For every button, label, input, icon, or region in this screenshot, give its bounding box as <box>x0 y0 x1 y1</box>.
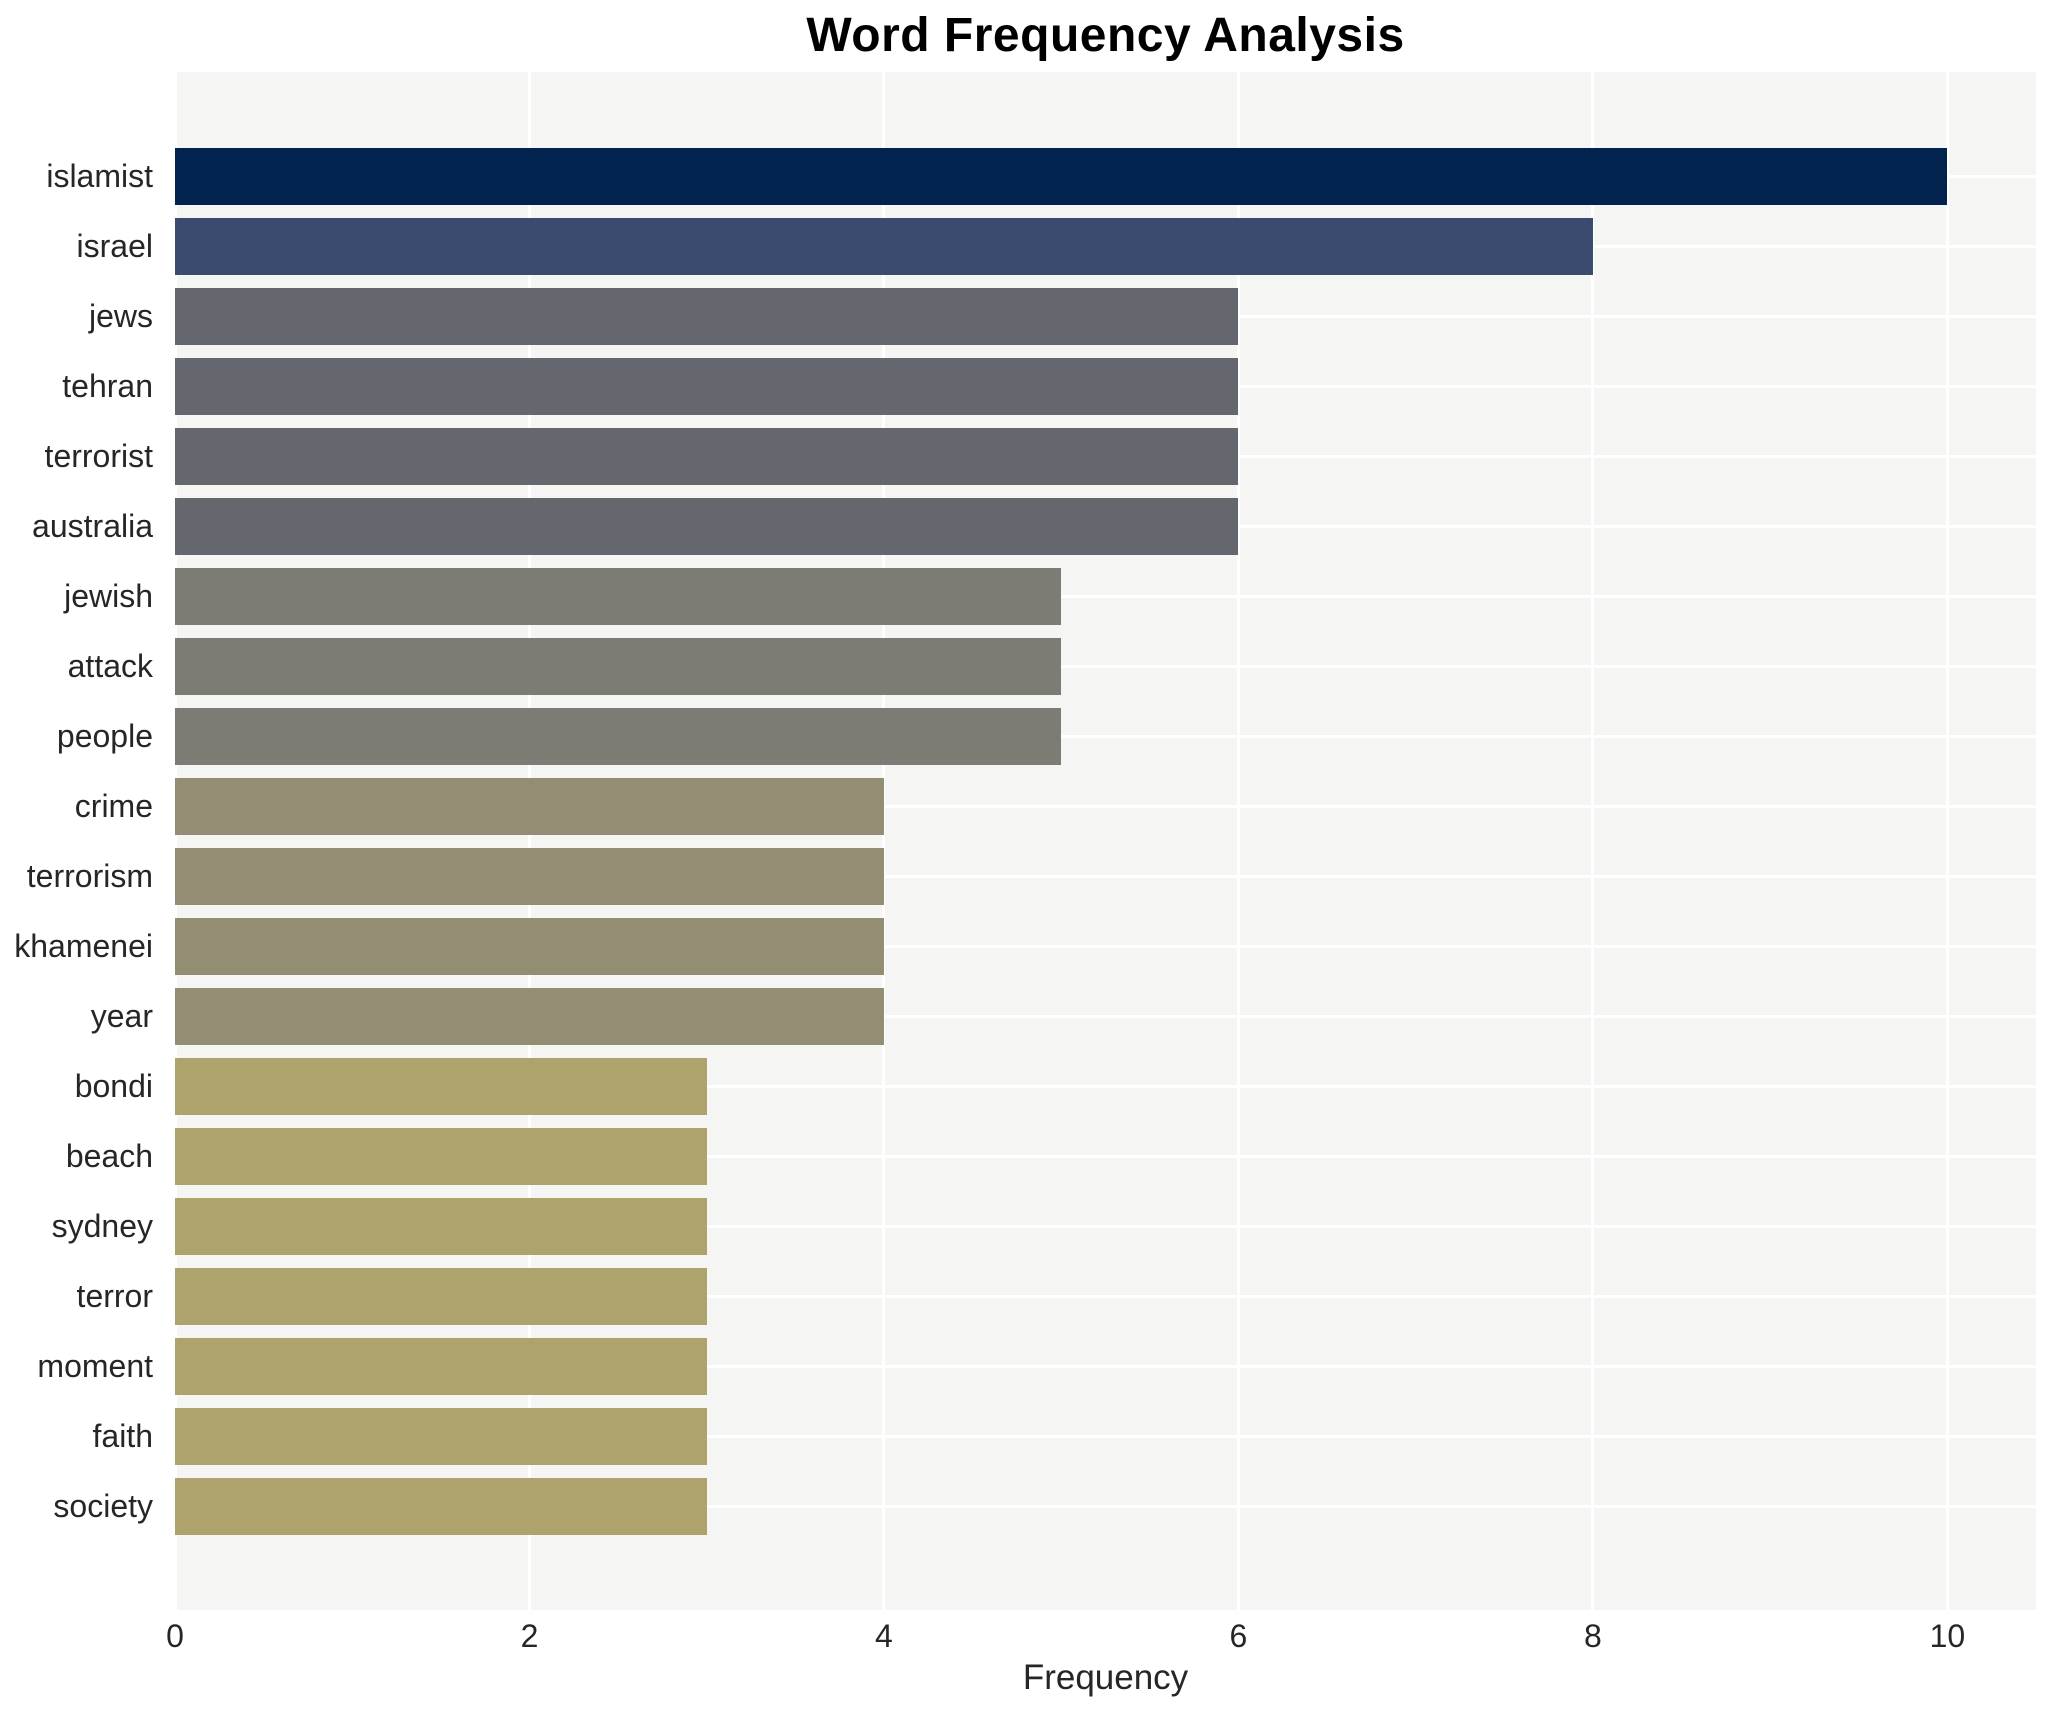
y-tick-label-islamist: islamist <box>46 158 153 195</box>
bar-row <box>175 1331 2036 1401</box>
bar-israel <box>175 218 1593 276</box>
plot-area <box>173 72 2036 1610</box>
horizontal-gridline <box>175 1504 2036 1508</box>
bar-bondi <box>175 1057 707 1115</box>
bar-moment <box>175 1337 707 1395</box>
bar-tehran <box>175 358 1239 416</box>
bar-terror <box>175 1267 707 1325</box>
bar-row <box>175 142 2036 212</box>
horizontal-gridline <box>175 944 2036 948</box>
bar-row <box>175 632 2036 702</box>
vertical-gridline <box>1591 72 1595 1610</box>
horizontal-gridline <box>175 1364 2036 1368</box>
bar-row <box>175 212 2036 282</box>
horizontal-gridline <box>175 875 2036 878</box>
y-tick-label-terrorist: terrorist <box>44 438 153 475</box>
bar-people <box>175 708 1062 766</box>
bar-row <box>175 911 2036 981</box>
bar-row <box>175 1051 2036 1121</box>
bar-society <box>175 1477 707 1535</box>
bar-faith <box>175 1407 707 1465</box>
y-tick-label-crime: crime <box>74 788 153 825</box>
bar-year <box>175 987 884 1045</box>
vertical-gridline <box>173 72 177 1610</box>
y-tick-label-faith: faith <box>92 1417 153 1454</box>
horizontal-gridline <box>175 1224 2036 1228</box>
y-tick-label-bondi: bondi <box>74 1067 153 1104</box>
bar-khamenei <box>175 917 884 975</box>
x-axis-label: Frequency <box>1022 1658 1189 1697</box>
bar-row <box>175 422 2036 492</box>
bar-jewish <box>175 568 1062 626</box>
horizontal-gridline <box>175 1084 2036 1088</box>
x-axis-ticks: 0 2 4 6 8 10 <box>166 1618 2036 1658</box>
y-tick-label-jews: jews <box>88 298 153 335</box>
horizontal-gridline <box>175 595 2036 599</box>
bar-crime <box>175 778 884 836</box>
y-tick-label-jewish: jewish <box>64 578 153 615</box>
bar-row <box>175 1401 2036 1471</box>
x-tick-label-4: 4 <box>875 1618 893 1654</box>
bars-container <box>175 72 2036 1610</box>
horizontal-gridline <box>175 1014 2036 1018</box>
y-tick-label-tehran: tehran <box>62 368 153 405</box>
bar-beach <box>175 1127 707 1185</box>
y-tick-label-khamenei: khamenei <box>14 927 153 964</box>
vertical-gridline <box>527 72 531 1610</box>
x-tick-label-0: 0 <box>166 1618 184 1654</box>
y-tick-label-sydney: sydney <box>51 1207 153 1244</box>
x-tick-label-10: 10 <box>1929 1618 1966 1654</box>
y-tick-label-year: year <box>90 997 153 1034</box>
y-tick-label-people: people <box>56 718 153 755</box>
bar-row <box>175 492 2036 562</box>
bar-row <box>175 1191 2036 1261</box>
bar-row <box>175 981 2036 1051</box>
y-axis-labels: islamist israel jews tehran terrorist austral… <box>0 142 163 1541</box>
bar-row <box>175 772 2036 842</box>
y-tick-label-beach: beach <box>65 1137 153 1174</box>
bar-row <box>175 562 2036 632</box>
horizontal-gridline <box>175 1154 2036 1158</box>
x-tick-label-6: 6 <box>1229 1618 1248 1654</box>
bar-attack <box>175 638 1062 696</box>
x-tick-label-8: 8 <box>1583 1618 1602 1654</box>
y-tick-label-terror: terror <box>76 1277 153 1314</box>
y-tick-label-society: society <box>53 1487 153 1524</box>
horizontal-gridline <box>175 1434 2036 1438</box>
horizontal-gridline <box>175 1294 2036 1298</box>
vertical-gridline <box>882 72 886 1610</box>
y-tick-label-israel: israel <box>76 228 153 265</box>
bar-australia <box>175 498 1239 556</box>
bar-islamist <box>175 148 1948 206</box>
y-tick-label-attack: attack <box>67 648 153 685</box>
bar-row <box>175 282 2036 352</box>
bar-jews <box>175 288 1239 346</box>
x-tick-label-2: 2 <box>520 1618 539 1654</box>
bar-terrorist <box>175 428 1239 486</box>
y-tick-label-moment: moment <box>37 1347 153 1384</box>
bar-row <box>175 1471 2036 1541</box>
bar-terrorism <box>175 848 884 905</box>
horizontal-gridline <box>175 735 2036 739</box>
y-tick-label-terrorism: terrorism <box>26 858 153 894</box>
horizontal-gridline <box>175 805 2036 809</box>
bar-row <box>175 1261 2036 1331</box>
bar-row <box>175 352 2036 422</box>
bar-row <box>175 702 2036 772</box>
horizontal-gridline <box>175 665 2036 669</box>
vertical-gridline <box>1236 72 1240 1610</box>
vertical-gridline <box>1945 72 1949 1610</box>
bar-sydney <box>175 1197 707 1255</box>
y-tick-label-australia: australia <box>32 508 153 545</box>
bar-row <box>175 1121 2036 1191</box>
chart-title: Word Frequency Analysis <box>806 9 1405 62</box>
bar-row <box>175 842 2036 912</box>
